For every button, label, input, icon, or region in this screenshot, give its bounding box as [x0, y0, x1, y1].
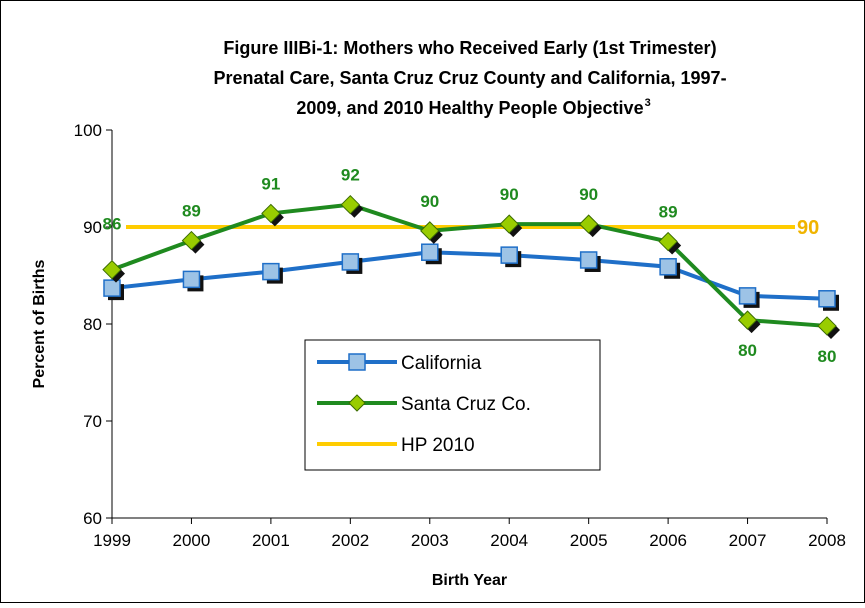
data-label: 90	[500, 185, 519, 204]
y-axis-label: Percent of Births	[31, 259, 48, 388]
y-tick-label: 90	[83, 218, 102, 237]
data-label: 92	[341, 166, 360, 185]
x-tick-label: 2002	[331, 531, 369, 550]
point	[659, 258, 677, 276]
data-label: 90	[579, 185, 598, 204]
legend-label: California	[401, 353, 482, 374]
y-tick-label: 60	[83, 509, 102, 528]
data-label: 80	[818, 347, 837, 366]
legend-label: HP 2010	[401, 435, 475, 456]
point	[261, 203, 281, 224]
x-axis-label: Birth Year	[432, 572, 507, 589]
point	[102, 259, 122, 280]
point	[421, 243, 439, 261]
chart-title: Prenatal Care, Santa Cruz Cruz County an…	[213, 68, 726, 88]
point	[420, 221, 440, 241]
y-tick-label: 80	[83, 315, 102, 334]
data-label: 91	[261, 174, 280, 193]
point	[658, 231, 678, 252]
reference-label: 90	[797, 217, 819, 239]
y-tick-label: 100	[74, 121, 102, 140]
point	[103, 279, 121, 297]
point	[340, 194, 361, 215]
data-label: 86	[103, 215, 122, 234]
data-label: 89	[182, 202, 201, 221]
legend-marker	[348, 353, 366, 371]
x-tick-label: 2008	[808, 531, 846, 550]
point	[182, 270, 201, 289]
chart-title: 2009, and 2010 Healthy People Objective	[296, 98, 643, 118]
x-tick-label: 2000	[173, 531, 211, 550]
point	[500, 246, 518, 264]
point	[262, 262, 280, 281]
y-tick-label: 70	[83, 412, 102, 431]
point	[817, 316, 837, 336]
point	[181, 230, 202, 251]
point	[341, 253, 360, 271]
point	[578, 214, 599, 234]
x-tick-label: 2007	[729, 531, 767, 550]
x-tick-label: 2004	[490, 531, 528, 550]
point	[738, 287, 757, 305]
legend-label: Santa Cruz Co.	[401, 394, 531, 415]
x-tick-label: 2001	[252, 531, 290, 550]
point	[579, 251, 598, 269]
x-tick-label: 2005	[570, 531, 608, 550]
point	[737, 310, 758, 330]
data-label: 89	[659, 203, 678, 222]
chart-title: Figure IIIBi-1: Mothers who Received Ear…	[223, 38, 716, 58]
point	[818, 290, 836, 308]
legend-marker	[348, 394, 366, 412]
x-tick-label: 2006	[649, 531, 687, 550]
data-label: 80	[738, 341, 757, 360]
title-superscript: 3	[645, 97, 651, 109]
data-label: 90	[420, 192, 439, 211]
series-line	[111, 202, 828, 328]
point	[499, 214, 519, 234]
x-tick-label: 1999	[93, 531, 131, 550]
x-tick-label: 2003	[411, 531, 449, 550]
